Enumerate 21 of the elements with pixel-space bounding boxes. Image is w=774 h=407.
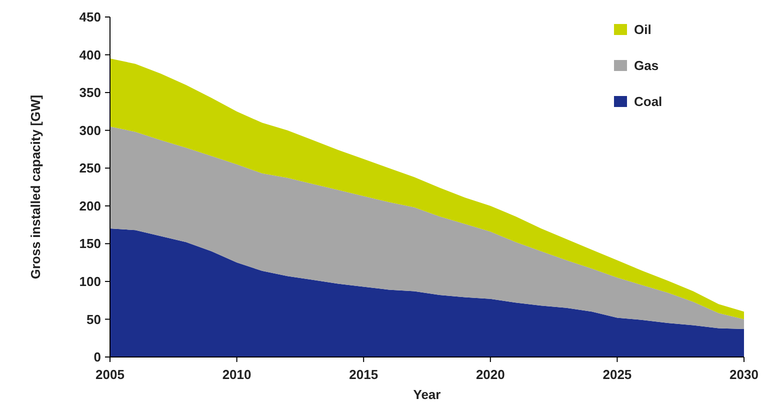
y-tick-label: 50 bbox=[86, 312, 101, 327]
y-tick-label: 250 bbox=[79, 160, 101, 176]
legend-label: Oil bbox=[634, 22, 652, 37]
x-tick-label: 2015 bbox=[349, 367, 378, 382]
y-tick-label: 350 bbox=[79, 85, 101, 100]
x-tick-label: 2020 bbox=[476, 367, 505, 382]
y-tick-label: 300 bbox=[79, 122, 101, 138]
y-tick-label: 0 bbox=[94, 350, 101, 365]
x-axis-title: Year bbox=[413, 387, 441, 402]
x-tick-label: 2030 bbox=[730, 367, 758, 382]
legend-label: Coal bbox=[634, 94, 662, 109]
y-tick-label: 100 bbox=[79, 274, 101, 289]
y-tick-label: 450 bbox=[79, 10, 101, 25]
y-axis-title: Gross installed capacity [GW] bbox=[28, 94, 43, 280]
y-tick-label: 400 bbox=[79, 47, 101, 62]
y-tick-label: 150 bbox=[79, 236, 101, 252]
x-tick-label: 2010 bbox=[222, 367, 252, 382]
y-tick-label: 200 bbox=[79, 198, 101, 214]
x-tick-label: 2025 bbox=[602, 367, 632, 382]
x-tick-label: 2005 bbox=[96, 367, 124, 382]
legend-label: Gas bbox=[634, 58, 659, 73]
